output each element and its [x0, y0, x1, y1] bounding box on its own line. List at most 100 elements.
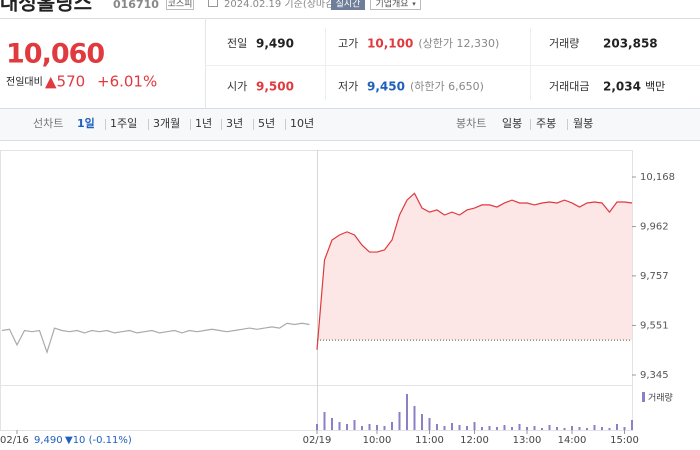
badge[interactable]	[331, 0, 365, 10]
x-tick-label: 13:00	[513, 435, 542, 446]
current-price: 10,060	[6, 39, 104, 70]
volume-bar	[511, 427, 513, 430]
volume-bar	[526, 427, 528, 430]
tab[interactable]: 3개월	[153, 117, 180, 130]
stat-label: 거래대금	[549, 80, 589, 93]
volume-bar	[458, 425, 461, 430]
badge-label[interactable]: 실시간	[336, 0, 361, 10]
volume-bar	[593, 425, 596, 430]
volume-bar	[413, 406, 416, 430]
footer-change: ▼10 (-0.11%)	[65, 435, 132, 446]
stat-label: 시가	[227, 80, 247, 93]
stock-name: 대성홀딩스	[0, 0, 92, 15]
market-label: 코스피	[168, 0, 193, 10]
volume-bar	[563, 428, 566, 430]
volume-bar	[331, 418, 333, 430]
x-tick-label: 12:00	[460, 435, 489, 446]
y-tick-label: 9,345	[640, 370, 669, 381]
stat-value: 9,450	[367, 80, 405, 94]
volume-bar	[406, 394, 408, 430]
volume-bar	[346, 424, 348, 430]
volume-bar	[541, 428, 543, 430]
volume-bar	[391, 422, 393, 430]
tab[interactable]: 3년	[226, 117, 243, 130]
volume-bar	[353, 420, 356, 430]
volume-bar	[631, 420, 633, 430]
tab-bar	[0, 108, 700, 140]
volume-bar	[548, 425, 551, 430]
volume-bar	[421, 414, 423, 430]
change: ▲570	[45, 73, 85, 91]
volume-bar	[428, 418, 431, 430]
tab[interactable]: 주봉	[536, 117, 556, 130]
volume-bar	[383, 426, 386, 430]
calendar-icon	[208, 0, 218, 7]
tab[interactable]: 월봉	[573, 117, 593, 130]
x-tick-label: 15:00	[610, 435, 639, 446]
volume-bar	[316, 424, 318, 430]
market-badge	[166, 0, 194, 10]
volume-bar	[473, 422, 476, 430]
y-tick-label: 9,551	[640, 320, 669, 331]
volume-bar	[488, 426, 491, 430]
x-tick-label: 11:00	[415, 435, 444, 446]
y-tick-label: 10,168	[640, 172, 675, 183]
badge-label[interactable]: 기업개요	[375, 0, 408, 10]
volume-bar	[578, 427, 581, 430]
volume-bar	[556, 427, 558, 430]
tab[interactable]: 10년	[290, 117, 314, 130]
volume-bar	[361, 426, 363, 430]
tab[interactable]: 5년	[258, 117, 275, 130]
volume-bar	[601, 427, 603, 430]
volume-bar	[398, 412, 401, 430]
volume-bar	[586, 428, 588, 430]
change-rate: +6.01%	[97, 73, 157, 91]
dropdown-arrow[interactable]: ▾	[412, 0, 416, 8]
volume-bar	[496, 427, 498, 430]
volume-frame	[0, 385, 633, 431]
volume-bar	[338, 422, 341, 430]
stat-value: 9,490	[256, 37, 294, 51]
stat-note: (상한가 12,330)	[418, 37, 499, 50]
tab[interactable]: 1일	[77, 116, 95, 130]
volume-bar	[443, 426, 446, 430]
volume-bar	[451, 423, 453, 430]
x-tick-label: 02/19	[303, 435, 332, 446]
y-tick-label: 9,962	[640, 222, 669, 233]
volume-bar	[608, 428, 611, 430]
stat-note: (하한가 6,650)	[410, 79, 484, 93]
price-line	[316, 192, 633, 350]
x-tick-label: 14:00	[558, 435, 587, 446]
stat-label: 거래량	[549, 37, 579, 50]
stat-value: 10,100	[367, 37, 413, 51]
volume-bar	[503, 425, 506, 430]
badge[interactable]	[370, 0, 421, 10]
volume-bar	[481, 427, 483, 430]
tab[interactable]: 1주일	[110, 116, 137, 130]
volume-legend: 거래량	[648, 392, 673, 404]
stat-label: 고가	[338, 37, 358, 50]
volume-bar	[623, 427, 626, 430]
stat-label: 전일	[227, 36, 247, 50]
volume-bar	[376, 425, 378, 430]
change-label: 전일대비	[6, 76, 43, 88]
volume-bar	[436, 424, 438, 430]
x-tick-label: 02/16	[0, 435, 29, 446]
tab-group-label: 선차트	[33, 117, 63, 130]
x-tick-label: 10:00	[363, 435, 392, 446]
stat-value: 9,500	[256, 80, 294, 94]
stat-value: 203,858	[603, 37, 658, 51]
tab-group-label: 봉차트	[456, 117, 486, 130]
area	[317, 193, 632, 350]
stat-value: 2,034	[603, 80, 641, 94]
tab[interactable]: 일봉	[502, 116, 522, 130]
tab[interactable]: 1년	[195, 117, 212, 130]
volume-bar	[616, 424, 618, 430]
volume-bar	[571, 426, 573, 430]
stat-label: 저가	[338, 80, 358, 93]
stock-code: 016710	[113, 0, 159, 11]
volume-bar	[533, 426, 536, 430]
stat-unit: 백만	[645, 80, 665, 93]
